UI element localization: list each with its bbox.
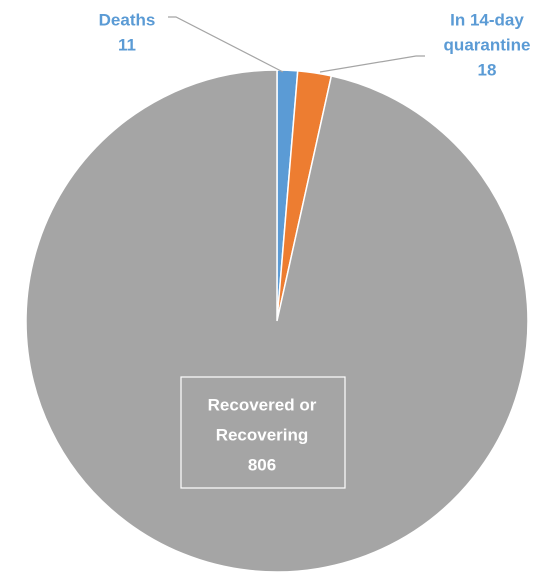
data-label-value: 18 xyxy=(478,60,497,79)
data-labels: Deaths 11 In 14-day quarantine 18 Recovered o… xyxy=(99,10,531,489)
data-label-name: Recovering xyxy=(216,425,309,444)
data-label-name: Recovered or xyxy=(208,395,317,414)
data-label-name: In 14-day xyxy=(450,10,524,29)
data-label-name: Deaths xyxy=(99,10,156,29)
leader-line xyxy=(168,16,284,73)
leader-lines xyxy=(168,16,425,73)
leader-line xyxy=(319,55,425,73)
data-label-box xyxy=(180,376,346,489)
data-label-name: quarantine xyxy=(444,35,531,54)
data-label-value: 11 xyxy=(118,35,136,54)
pie-slices xyxy=(25,69,529,573)
pie-slice-recovered-or-recovering xyxy=(25,69,529,573)
data-label-value: 806 xyxy=(248,455,276,474)
